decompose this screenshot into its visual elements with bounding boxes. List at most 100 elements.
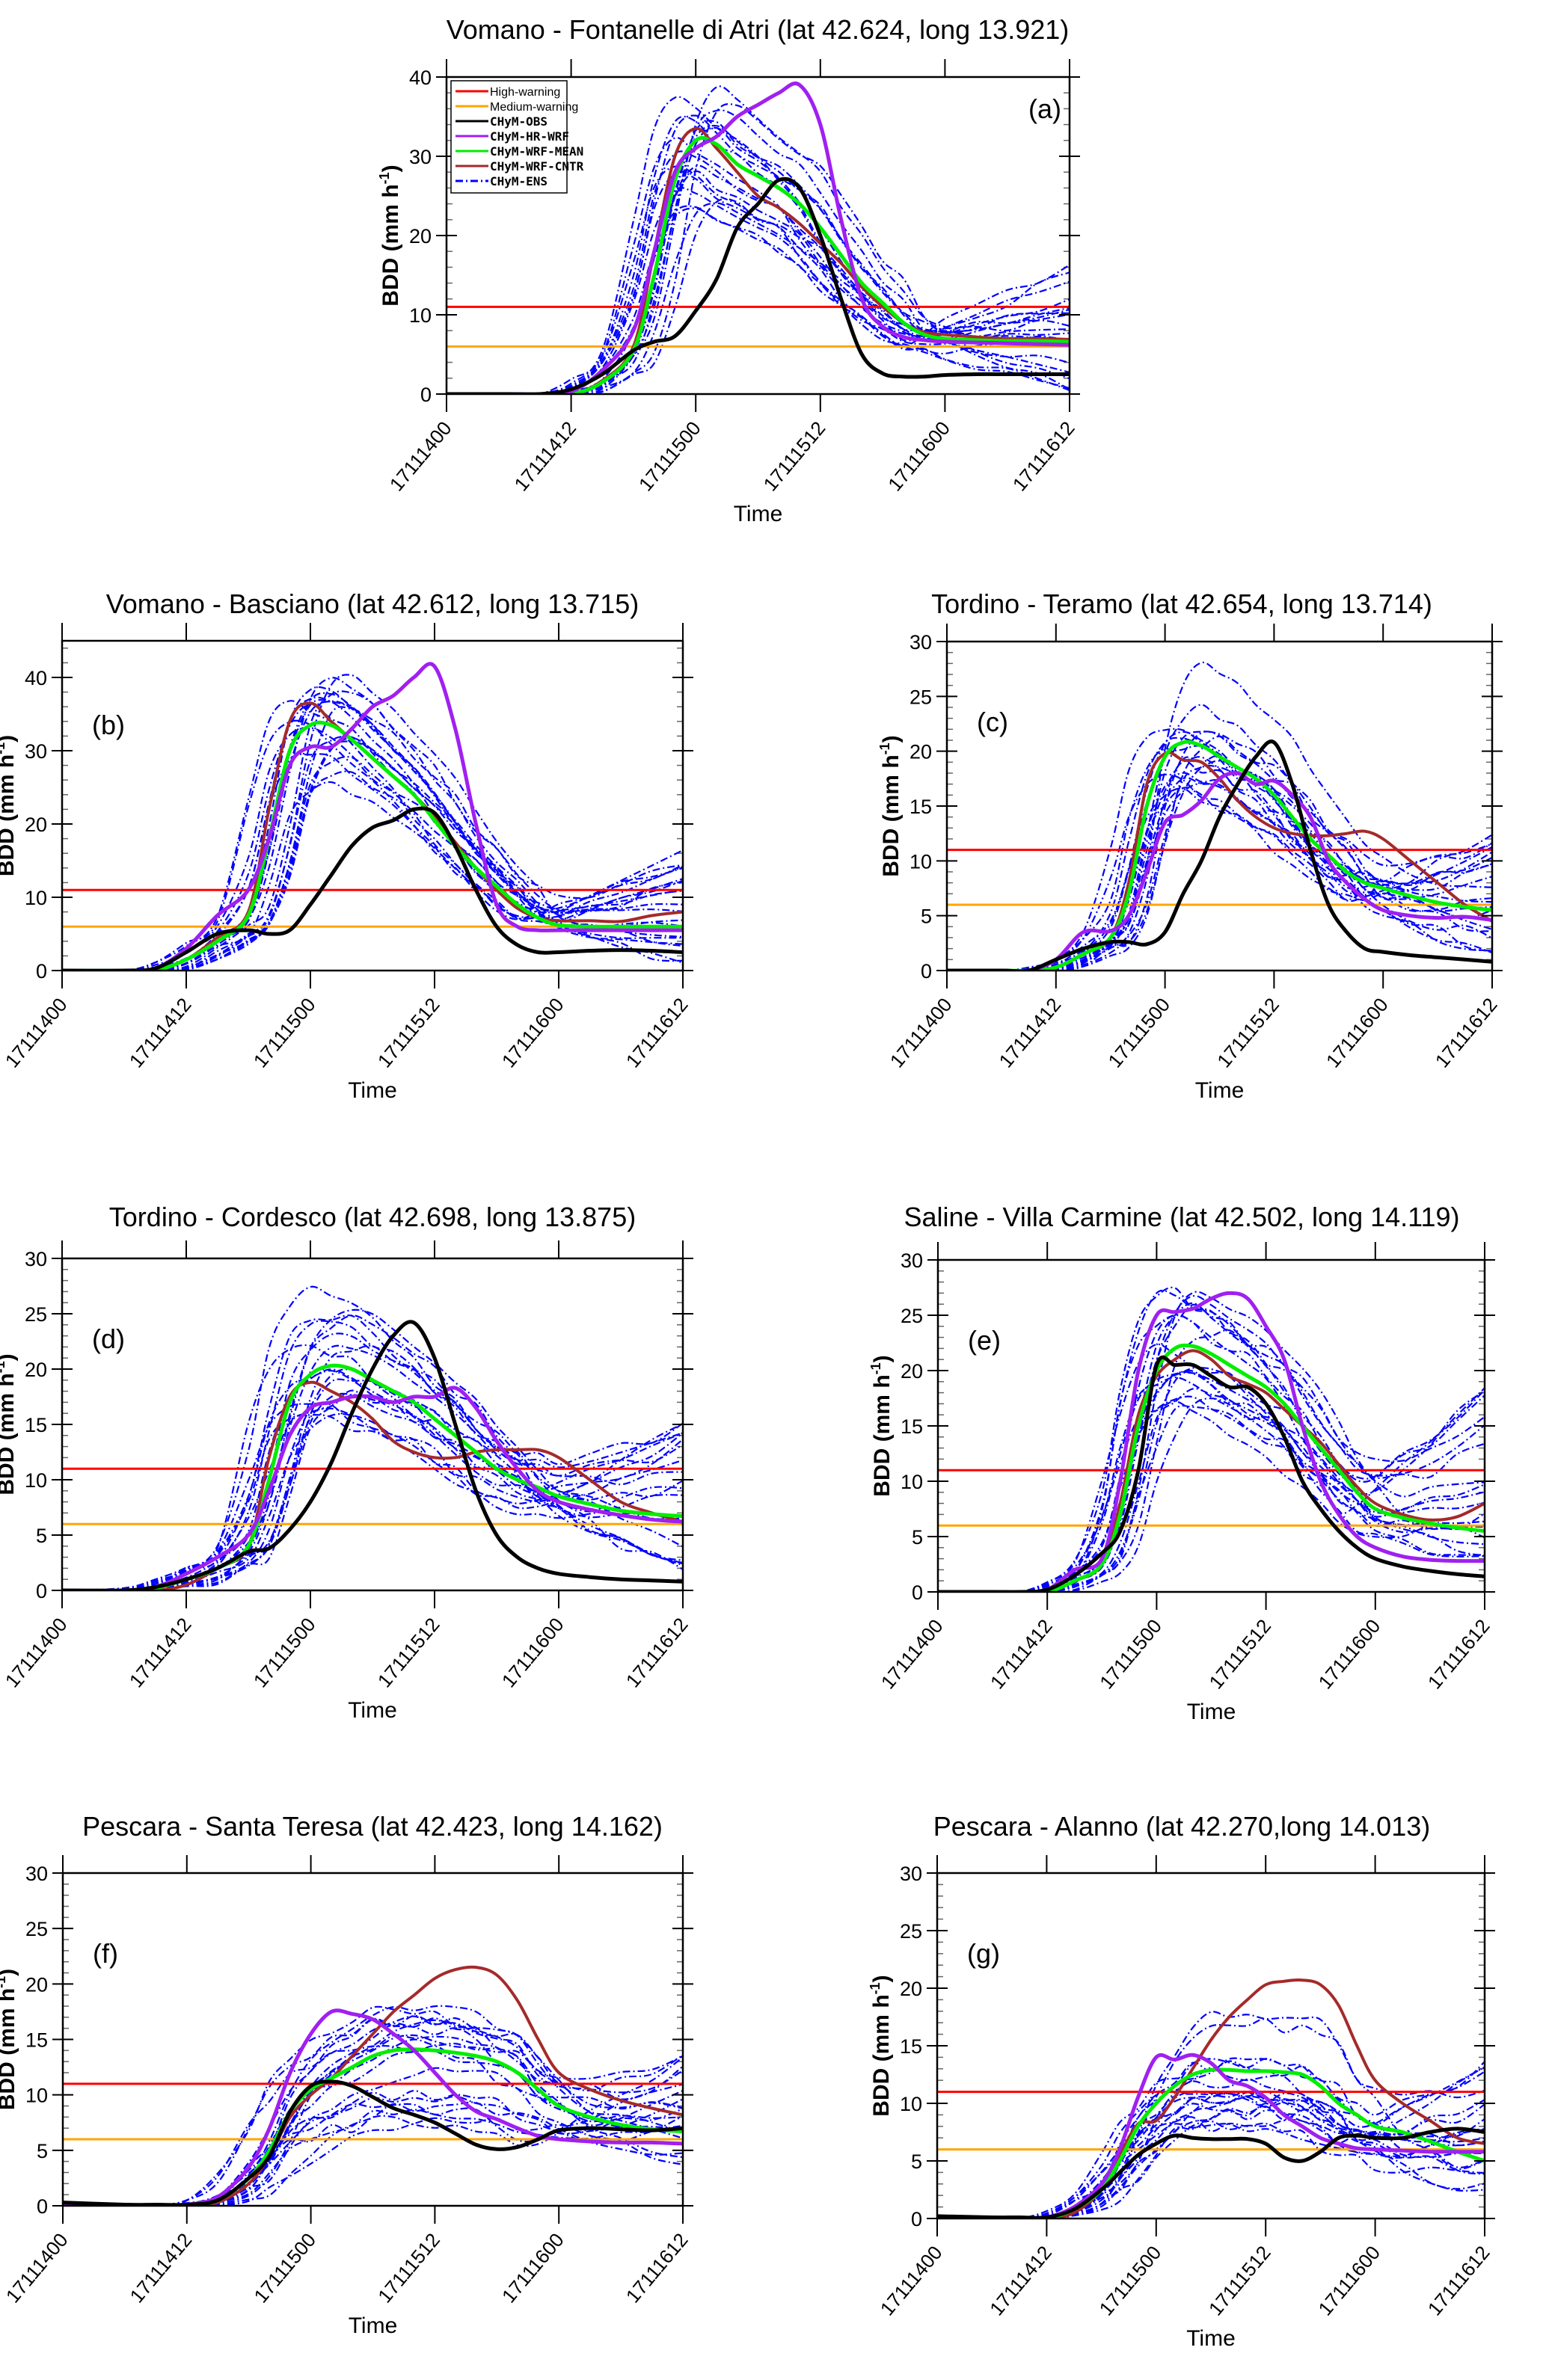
ensemble-member-line xyxy=(947,737,1492,971)
ensemble-member-line xyxy=(63,2089,683,2206)
series-line-chym-obs xyxy=(63,2079,683,2206)
ensemble-member-line xyxy=(62,1414,683,1590)
x-tick-label: 17111400 xyxy=(1,994,72,1072)
x-tick-label: 17111400 xyxy=(1,2229,73,2307)
y-tick-label: 15 xyxy=(901,1415,923,1438)
y-tick-label: 30 xyxy=(409,146,432,168)
y-tick-label: 10 xyxy=(900,2093,922,2115)
ensemble-member-line xyxy=(62,753,683,971)
y-tick-label: 10 xyxy=(25,2085,48,2107)
x-tick-label: 17111400 xyxy=(886,994,957,1072)
ensemble-member-line xyxy=(938,1367,1485,1592)
y-tick-label: 25 xyxy=(900,1920,922,1943)
y-tick-label: 15 xyxy=(909,796,932,818)
x-axis-label: Time xyxy=(1187,1700,1236,1724)
ensemble-member-line xyxy=(947,773,1492,971)
x-tick-label: 17111412 xyxy=(125,994,196,1072)
y-tick-label: 10 xyxy=(909,850,932,873)
ensemble-member-line xyxy=(62,1344,683,1590)
x-tick-label: 17111512 xyxy=(373,994,444,1072)
ensemble-member-line xyxy=(62,1332,683,1590)
y-tick-label: 20 xyxy=(25,1359,47,1381)
x-tick-label: 17111612 xyxy=(622,1614,693,1692)
series-line-chym-obs xyxy=(938,1355,1485,1592)
y-tick-label: 30 xyxy=(900,1863,922,1885)
y-tick-label: 5 xyxy=(36,1525,47,1547)
ensemble-member-line xyxy=(447,205,1070,394)
x-tick-label: 17111400 xyxy=(876,2242,947,2320)
ensemble-member-line xyxy=(937,2105,1485,2218)
ensemble-member-line xyxy=(63,2038,683,2206)
series-line-chym-wrf-cntr xyxy=(63,1965,683,2206)
ensemble-member-line xyxy=(62,1285,683,1590)
x-tick-label: 17111412 xyxy=(985,2242,1056,2320)
ensemble-member-line xyxy=(947,735,1492,971)
y-tick-label: 0 xyxy=(36,960,47,983)
ensemble-member-line xyxy=(62,1314,683,1590)
ensemble-member-line xyxy=(938,1314,1485,1592)
y-tick-label: 10 xyxy=(409,304,432,327)
ensemble-member-line xyxy=(62,1314,683,1590)
panel-title: Pescara - Santa Teresa (lat 42.423, long… xyxy=(82,1811,663,1842)
ensemble-member-line xyxy=(937,2011,1485,2218)
x-axis-label: Time xyxy=(348,1078,397,1103)
y-tick-label: 15 xyxy=(900,2035,922,2058)
series-line-chym-hr-wrf xyxy=(447,82,1070,394)
ensemble-member-line xyxy=(938,1289,1485,1592)
y-tick-label: 20 xyxy=(409,225,432,247)
y-axis-label: BDD (mm h-1) xyxy=(0,1969,19,2110)
ensemble-member-line xyxy=(62,1320,683,1590)
x-tick-label: 17111600 xyxy=(497,1614,568,1692)
plot-frame xyxy=(61,639,684,972)
y-tick-label: 5 xyxy=(37,2140,48,2162)
ensemble-member-line xyxy=(937,2066,1485,2218)
series-line-chym-hr-wrf xyxy=(62,662,683,971)
y-tick-label: 20 xyxy=(25,1973,48,1996)
x-tick-label: 17111500 xyxy=(249,994,320,1072)
y-tick-label: 10 xyxy=(901,1471,923,1493)
x-tick-label: 17111600 xyxy=(1314,1615,1385,1694)
y-tick-label: 15 xyxy=(25,2029,48,2052)
ensemble-member-line xyxy=(937,2067,1485,2218)
legend-label: CHyM-HR-WRF xyxy=(490,129,569,144)
plot-frame xyxy=(936,1872,1486,2220)
ensemble-member-line xyxy=(62,727,683,971)
y-tick-label: 30 xyxy=(25,1248,47,1270)
series-line-chym-hr-wrf xyxy=(947,771,1492,971)
x-tick-label: 17111500 xyxy=(249,2229,320,2307)
ensemble-member-line xyxy=(938,1397,1485,1592)
panel-d: Tordino - Cordesco (lat 42.698, long 13.… xyxy=(0,1202,693,1723)
ensemble-member-line xyxy=(937,2091,1485,2218)
ensemble-member-line xyxy=(947,704,1492,971)
ensemble-member-line xyxy=(63,2089,683,2206)
panel-tag: (b) xyxy=(92,710,125,740)
ensemble-member-line xyxy=(62,1368,683,1590)
y-tick-label: 0 xyxy=(912,1581,923,1604)
ensemble-member-line xyxy=(447,96,1070,394)
ensemble-member-line xyxy=(947,782,1492,971)
x-tick-label: 17111612 xyxy=(622,994,693,1072)
panel-c: Tordino - Teramo (lat 42.654, long 13.71… xyxy=(877,588,1503,1103)
x-tick-label: 17111512 xyxy=(1204,1615,1275,1694)
series-line-chym-obs xyxy=(447,176,1070,394)
ensemble-member-line xyxy=(62,740,683,971)
ensemble-member-line xyxy=(447,165,1070,394)
series-line-chym-obs xyxy=(947,739,1492,971)
panel-title: Saline - Villa Carmine (lat 42.502, long… xyxy=(904,1202,1459,1232)
y-axis-label: BDD (mm h-1) xyxy=(0,735,19,876)
ensemble-member-line xyxy=(938,1371,1485,1592)
x-tick-label: 17111600 xyxy=(1322,994,1393,1072)
panel-tag: (e) xyxy=(968,1325,1001,1356)
ensemble-member-line xyxy=(938,1370,1485,1592)
ensemble-member-line xyxy=(938,1395,1485,1592)
x-axis-label: Time xyxy=(348,1698,397,1723)
ensemble-member-line xyxy=(938,1294,1485,1592)
x-axis-label: Time xyxy=(734,502,783,526)
ensemble-member-line xyxy=(447,120,1070,394)
x-tick-label: 17111500 xyxy=(249,1614,320,1692)
legend-label: CHyM-OBS xyxy=(490,114,547,129)
x-axis-label: Time xyxy=(1186,2326,1236,2351)
ensemble-member-line xyxy=(62,1394,683,1590)
legend-label: High-warning xyxy=(490,86,560,99)
